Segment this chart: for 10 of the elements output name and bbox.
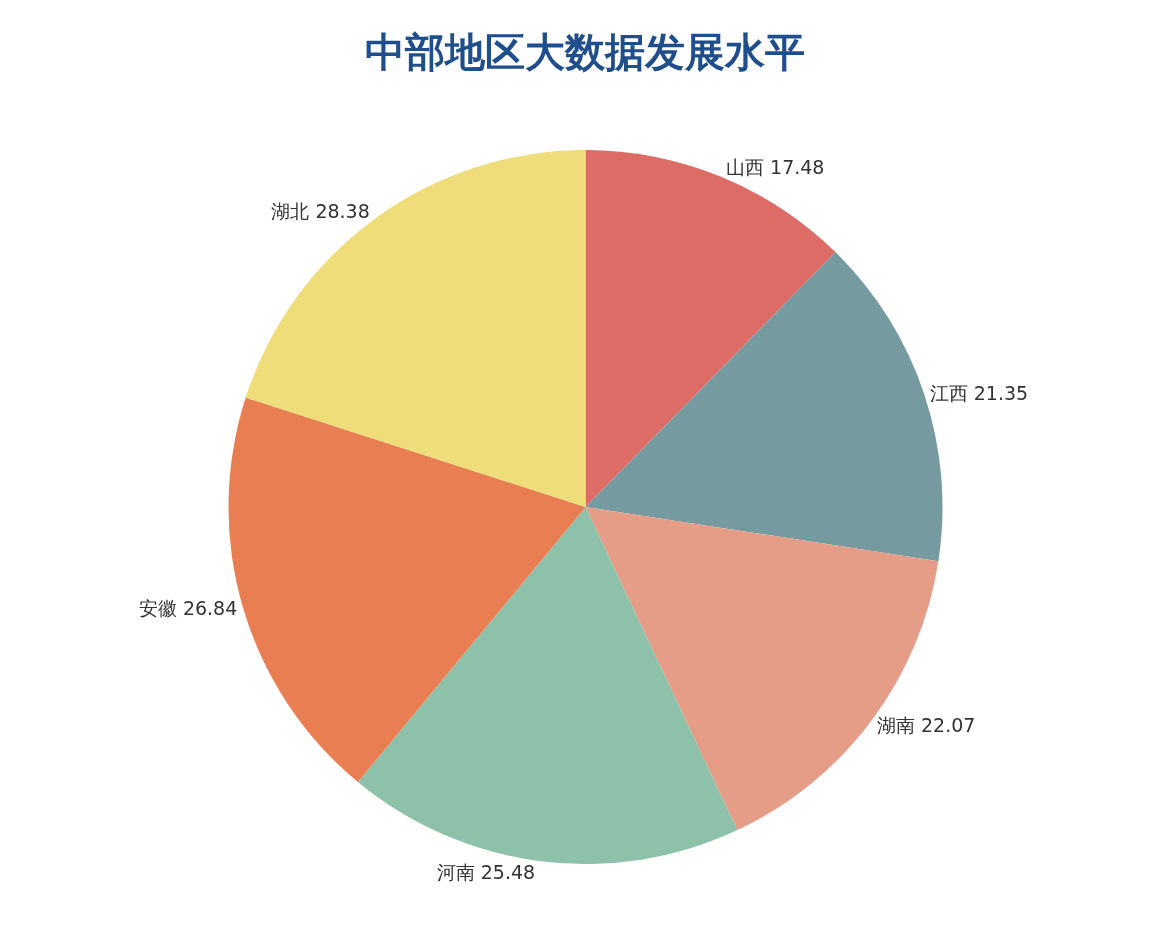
- slice-label: 山西 17.48: [726, 156, 825, 179]
- pie-slice: [585, 150, 836, 507]
- slice-label: 湖北 28.38: [271, 200, 370, 223]
- slice-label: 湖南 22.07: [876, 713, 976, 736]
- chart-title: 中部地区大数据发展水平: [364, 28, 805, 75]
- slice-label: 江西 21.35: [929, 382, 1029, 405]
- pie-slice: [357, 507, 738, 864]
- slice-label: 河南 25.48: [436, 861, 536, 883]
- pie-slice: [245, 150, 586, 507]
- slice-label: 安徽 26.84: [138, 596, 238, 619]
